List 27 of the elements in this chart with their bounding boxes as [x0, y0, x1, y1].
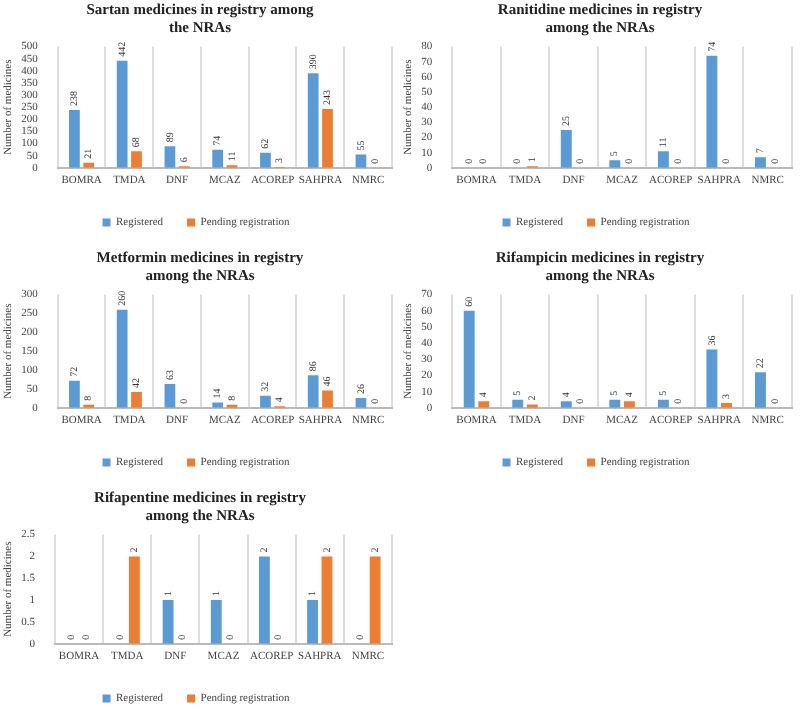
- bar: [560, 401, 572, 408]
- bar: [706, 55, 718, 168]
- bar: [307, 375, 319, 408]
- bar: [116, 60, 128, 168]
- bar: [560, 129, 572, 168]
- bar: [609, 160, 621, 168]
- bar: [463, 310, 475, 408]
- bar: [623, 401, 635, 408]
- bar: [322, 390, 333, 408]
- bar: [754, 157, 766, 168]
- bar: [116, 309, 128, 408]
- bar: [478, 401, 490, 408]
- bar: [131, 391, 142, 408]
- bar: [131, 151, 142, 168]
- bar: [164, 146, 176, 168]
- bar: [307, 73, 319, 168]
- bar: [69, 110, 80, 168]
- bar: [706, 349, 718, 408]
- bar: [355, 154, 367, 168]
- bar: [212, 149, 224, 168]
- bar: [69, 380, 80, 408]
- bar: [260, 395, 271, 408]
- bar: [754, 372, 766, 408]
- bar: [164, 384, 176, 408]
- bar: [657, 151, 669, 168]
- bar: [322, 108, 333, 168]
- bar: [260, 152, 271, 168]
